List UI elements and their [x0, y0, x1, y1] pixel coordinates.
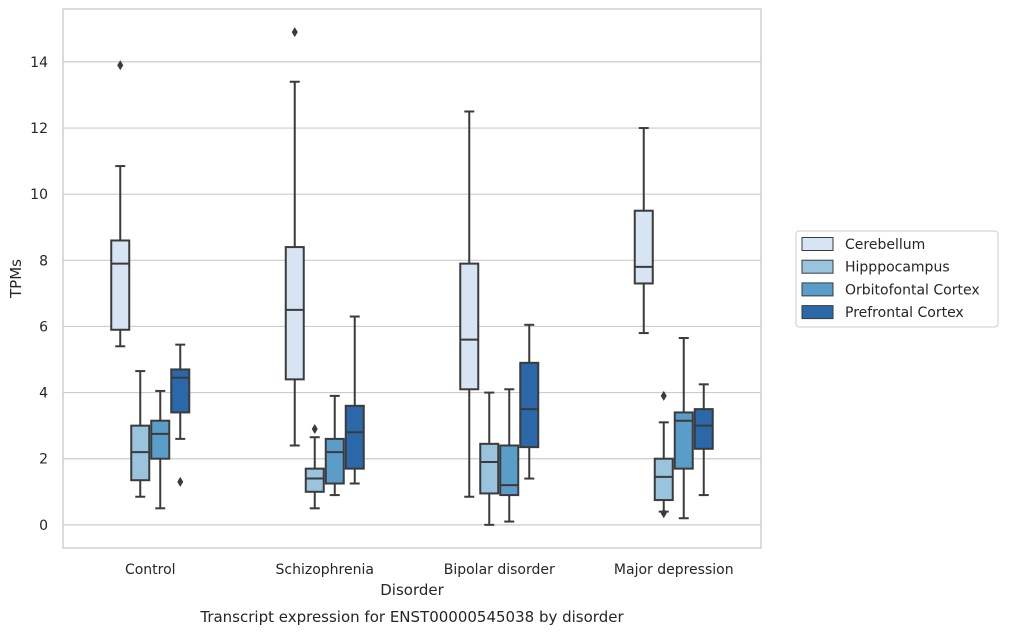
outlier-point: [311, 423, 318, 434]
outlier-point: [660, 390, 667, 401]
legend-swatch: [801, 237, 834, 251]
outlier-point: [291, 27, 298, 38]
y-tick-labels: 0 2 4 6 8 10 12 14: [30, 55, 48, 534]
x-tick-label: Bipolar disorder: [444, 562, 555, 578]
box-cerebellum: [459, 110, 480, 498]
box-iqr: [284, 246, 305, 381]
box-iqr: [519, 361, 540, 449]
outlier-point: [177, 476, 184, 487]
y-tick-label: 10: [30, 187, 48, 203]
box-hipppocampus: [304, 423, 325, 510]
box-iqr: [673, 411, 694, 470]
y-tick-label: 14: [30, 55, 48, 71]
box-iqr: [324, 437, 345, 485]
box-hipppocampus: [130, 370, 151, 498]
box-hipppocampus: [653, 390, 674, 519]
legend: Cerebellum Hipppocampus Orbitofontal Corte…: [795, 230, 999, 328]
legend-swatch: [801, 282, 834, 297]
y-tick-label: 6: [39, 319, 48, 335]
box-cerebellum: [633, 127, 654, 335]
box-orbitofontal-cortex: [673, 337, 694, 520]
box-iqr: [304, 467, 325, 493]
legend-swatch: [801, 305, 834, 320]
box-iqr: [479, 442, 500, 495]
box-prefrontal-cortex: [170, 343, 191, 487]
x-axis-label: Disorder: [380, 581, 444, 599]
box-orbitofontal-cortex: [499, 388, 520, 523]
x-tick-label: Control: [125, 562, 176, 578]
box-prefrontal-cortex: [519, 323, 540, 480]
y-axis-label: TPMs: [7, 259, 25, 299]
box-iqr: [459, 262, 480, 391]
plot-frame: [62, 8, 762, 549]
box-cerebellum: [110, 60, 131, 348]
x-tick-label: Major depression: [614, 562, 734, 578]
box-iqr: [693, 408, 714, 450]
y-tick-label: 2: [39, 452, 48, 468]
x-tick-label: Schizophrenia: [276, 562, 374, 578]
legend-label: Cerebellum: [845, 237, 925, 253]
box-iqr: [110, 239, 131, 331]
legend-frame: [795, 230, 999, 328]
box-hipppocampus: [479, 391, 500, 526]
box-iqr: [170, 368, 191, 414]
box-iqr: [653, 457, 674, 502]
box-prefrontal-cortex: [344, 315, 365, 485]
box-cerebellum: [284, 27, 305, 447]
outlier-point: [117, 60, 124, 71]
legend-label: Orbitofontal Cortex: [845, 282, 980, 298]
boxes: [110, 27, 714, 526]
y-tick-label: 8: [39, 253, 48, 269]
y-tick-label: 0: [39, 518, 48, 534]
box-orbitofontal-cortex: [150, 389, 171, 510]
box-iqr: [344, 404, 365, 470]
y-tick-label: 12: [30, 121, 48, 137]
box-orbitofontal-cortex: [324, 394, 345, 497]
legend-label: Prefrontal Cortex: [845, 305, 964, 321]
legend-swatch: [801, 259, 834, 274]
y-tick-label: 4: [39, 386, 48, 402]
box-prefrontal-cortex: [693, 383, 714, 497]
legend-label: Hipppocampus: [845, 260, 950, 276]
x-tick-labels: Control Schizophrenia Bipolar disorder Majo…: [125, 562, 734, 578]
box-iqr: [150, 419, 171, 460]
box-iqr: [499, 444, 520, 497]
box-iqr: [633, 209, 654, 285]
outlier-point: [660, 508, 667, 519]
chart-caption: Transcript expression for ENST0000054503…: [199, 608, 624, 626]
